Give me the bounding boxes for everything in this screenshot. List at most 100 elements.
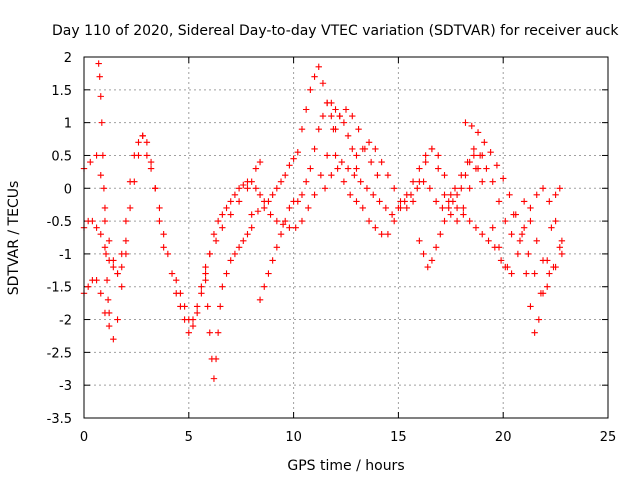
data-point-marker (372, 224, 379, 231)
data-point-marker (508, 270, 515, 277)
data-point-marker (231, 250, 239, 258)
data-point-marker (407, 191, 415, 199)
data-point-marker (336, 112, 343, 120)
data-point-marker (252, 185, 260, 192)
y-tick-labels: -3.5 -3 -2.5 -2 -1.5 -1 -0.5 0 0.5 1 1.5 2 (47, 51, 608, 427)
x-axis-label: GPS time / hours (287, 458, 404, 474)
data-point-marker (502, 217, 509, 225)
data-point-marker (160, 231, 167, 238)
data-point-marker (432, 244, 440, 251)
data-point-marker (328, 99, 335, 107)
data-point-marker (265, 270, 272, 277)
data-point-marker (95, 60, 102, 67)
y-tick-label: -3 (59, 379, 72, 394)
data-point-marker (340, 119, 348, 126)
data-point-marker (481, 139, 488, 146)
data-point-marker (97, 290, 104, 297)
data-point-marker (235, 198, 243, 205)
data-point-marker (527, 217, 534, 225)
data-point-marker (416, 165, 423, 172)
data-point-marker (273, 217, 281, 225)
data-point-marker (101, 204, 109, 212)
data-point-marker (286, 224, 293, 231)
data-point-marker (235, 244, 243, 251)
data-point-marker (223, 270, 230, 277)
data-point-marker (340, 178, 348, 185)
data-point-marker (483, 165, 490, 172)
data-point-marker (311, 73, 318, 80)
data-point-marker (177, 290, 184, 297)
data-point-marker (453, 204, 461, 212)
data-point-marker (240, 181, 247, 189)
data-point-marker (267, 211, 274, 218)
data-point-marker (206, 250, 213, 258)
data-point-marker (414, 185, 421, 192)
data-point-marker (495, 198, 503, 205)
data-point-marker (93, 152, 100, 159)
data-point-marker (472, 224, 480, 231)
plot-frame (83, 56, 609, 419)
data-point-marker (539, 185, 547, 192)
data-point-marker (212, 355, 220, 363)
data-point-marker (181, 303, 188, 310)
data-point-marker (349, 112, 356, 120)
data-point-marker (409, 178, 417, 185)
data-point-marker (378, 158, 385, 166)
x-tick-label: 10 (285, 430, 302, 445)
data-point-marker (376, 198, 383, 205)
data-point-marker (202, 276, 209, 284)
data-point-marker (227, 198, 234, 205)
data-point-marker (428, 257, 436, 264)
data-point-marker (474, 165, 482, 172)
data-point-marker (332, 152, 339, 159)
data-point-marker (104, 296, 112, 304)
data-point-marker (294, 148, 301, 156)
data-point-marker (466, 158, 473, 166)
data-point-marker (269, 191, 276, 199)
data-point-marker (416, 237, 423, 244)
data-point-marker (212, 237, 220, 244)
data-point-marker (462, 119, 469, 126)
data-point-marker (294, 198, 301, 205)
data-point-marker (160, 244, 167, 251)
data-point-marker (99, 152, 107, 159)
data-point-marker (252, 165, 260, 172)
data-point-marker (261, 283, 268, 290)
data-point-marker (493, 162, 501, 169)
data-point-marker (374, 171, 381, 179)
data-point-marker (277, 178, 285, 185)
data-point-marker (189, 322, 197, 330)
data-point-marker (319, 112, 327, 120)
data-point-marker (510, 211, 517, 218)
data-point-marker (516, 237, 524, 244)
data-point-marker (105, 257, 113, 264)
data-point-marker (468, 122, 475, 130)
data-point-marker (447, 211, 454, 218)
x-tick-label: 0 (80, 430, 88, 445)
data-point-marker (185, 316, 192, 323)
data-point-marker (118, 283, 125, 290)
data-point-marker (311, 145, 318, 153)
data-point-marker (89, 217, 96, 225)
data-point-marker (97, 171, 104, 179)
data-point-marker (453, 217, 461, 225)
data-point-marker (533, 237, 540, 244)
data-point-marker (311, 191, 318, 199)
data-point-marker (460, 204, 467, 212)
data-point-marker (502, 263, 509, 271)
data-point-marker (235, 185, 243, 192)
data-point-marker (447, 191, 454, 199)
data-point-marker (248, 211, 255, 218)
data-point-marker (409, 198, 417, 205)
data-point-marker (227, 211, 234, 218)
data-point-marker (269, 257, 276, 264)
data-point-marker (110, 263, 117, 271)
data-point-marker (359, 204, 366, 212)
data-point-marker (217, 303, 224, 310)
data-point-marker (365, 217, 373, 225)
data-point-marker (96, 73, 103, 80)
data-point-marker (317, 171, 325, 179)
x-tick-labels: 0 5 10 15 20 25 (80, 57, 616, 445)
data-point-marker (298, 191, 306, 199)
data-point-marker (338, 158, 346, 166)
